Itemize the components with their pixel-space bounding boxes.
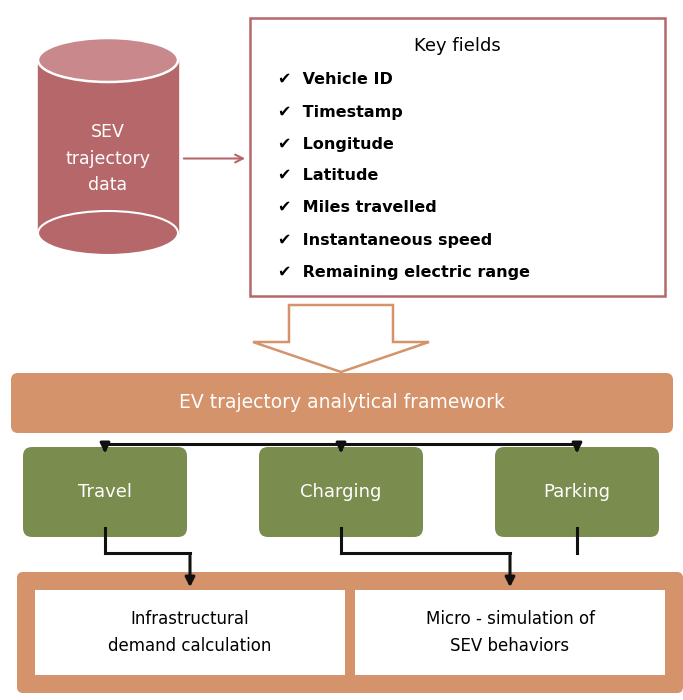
Text: Key fields: Key fields xyxy=(414,37,501,55)
Ellipse shape xyxy=(38,38,178,82)
Text: ✔  Miles travelled: ✔ Miles travelled xyxy=(278,200,436,216)
Text: ✔  Latitude: ✔ Latitude xyxy=(278,169,378,183)
Text: ✔  Remaining electric range: ✔ Remaining electric range xyxy=(278,265,530,279)
Text: EV trajectory analytical framework: EV trajectory analytical framework xyxy=(179,393,505,412)
Text: SEV
trajectory
data: SEV trajectory data xyxy=(66,123,150,194)
Text: ✔  Timestamp: ✔ Timestamp xyxy=(278,104,403,120)
Text: Parking: Parking xyxy=(544,483,611,501)
Ellipse shape xyxy=(38,211,178,255)
Text: Travel: Travel xyxy=(78,483,132,501)
Polygon shape xyxy=(38,60,178,233)
FancyBboxPatch shape xyxy=(23,447,187,537)
FancyBboxPatch shape xyxy=(355,590,665,675)
FancyBboxPatch shape xyxy=(337,572,683,693)
Text: ✔  Longitude: ✔ Longitude xyxy=(278,136,394,151)
FancyBboxPatch shape xyxy=(11,373,673,433)
Text: Charging: Charging xyxy=(301,483,382,501)
FancyBboxPatch shape xyxy=(495,447,659,537)
FancyBboxPatch shape xyxy=(35,590,345,675)
FancyBboxPatch shape xyxy=(17,572,363,693)
FancyBboxPatch shape xyxy=(259,447,423,537)
FancyBboxPatch shape xyxy=(250,18,665,296)
Text: ✔  Vehicle ID: ✔ Vehicle ID xyxy=(278,73,393,88)
Polygon shape xyxy=(253,305,429,372)
Text: Micro - simulation of
SEV behaviors: Micro - simulation of SEV behaviors xyxy=(426,610,594,654)
Text: Infrastructural
demand calculation: Infrastructural demand calculation xyxy=(109,610,272,654)
Text: ✔  Instantaneous speed: ✔ Instantaneous speed xyxy=(278,232,492,248)
